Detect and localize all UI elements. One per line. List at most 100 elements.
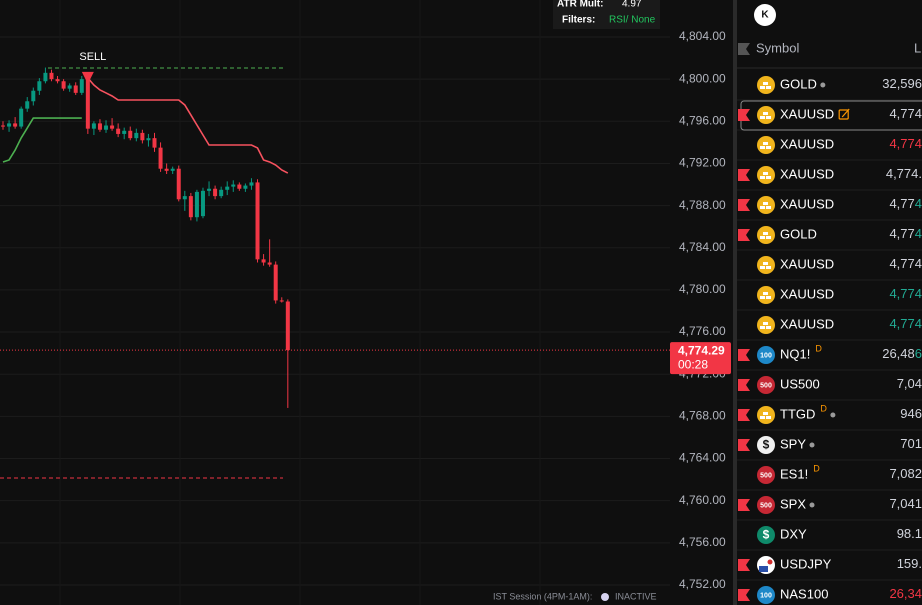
supertrend-line (87, 77, 289, 174)
candle-body (55, 79, 60, 82)
symbol-name[interactable]: DXY (780, 526, 807, 541)
candle-body (182, 196, 187, 200)
panel-key: Filters: (562, 15, 595, 26)
y-tick-label: 4,800.00 (679, 71, 726, 85)
session-icon (601, 593, 609, 601)
candle-body (140, 132, 145, 141)
row-flag (738, 439, 750, 451)
panel-value: 4.97 (622, 0, 642, 10)
candle-body (152, 138, 157, 148)
price-text: 7,04 (897, 376, 922, 391)
status-dot (830, 412, 836, 418)
gold-bar (766, 206, 771, 209)
profile-button[interactable] (754, 4, 776, 26)
candle-body (194, 191, 199, 218)
last-price: 26,486 (882, 346, 922, 361)
price-text: 701 (900, 436, 922, 451)
y-tick-label: 4,760.00 (679, 493, 726, 507)
last-price-box (670, 342, 731, 375)
row-flag (738, 349, 750, 361)
y-tick-label: 4,776.00 (679, 324, 726, 338)
candle-body (261, 259, 266, 263)
symbol-name[interactable]: XAUUSD (780, 286, 834, 301)
gold-bar (766, 296, 771, 299)
last-price: 4,774 (889, 106, 922, 121)
symbol-name[interactable]: SPY (780, 436, 806, 451)
price-tail: 4 (915, 226, 922, 241)
session-label: IST Session (4PM-1AM): (493, 591, 592, 601)
gold-bar (760, 176, 765, 179)
row-flag (738, 109, 750, 121)
price-text: 4,774 (889, 136, 922, 151)
edit-icon[interactable] (838, 109, 849, 120)
candle-body (188, 196, 193, 218)
symbol-icon (757, 376, 775, 394)
candle-body (67, 85, 72, 89)
column-header[interactable]: L (914, 40, 921, 55)
symbol-name[interactable]: TTGD (780, 406, 815, 421)
pane-separator (733, 0, 737, 605)
symbol-name[interactable]: GOLD (780, 76, 817, 91)
symbol-icon-label: 500 (760, 382, 772, 389)
candle-body (13, 123, 18, 127)
symbol-icon (757, 496, 775, 514)
candle-body (237, 184, 242, 189)
symbol-name[interactable]: XAUUSD (780, 256, 834, 271)
candle-body (170, 168, 175, 171)
symbol-name[interactable]: USDJPY (780, 556, 832, 571)
candle-body (104, 125, 109, 130)
symbol-name[interactable]: GOLD (780, 226, 817, 241)
symbol-name[interactable]: XAUUSD (780, 136, 834, 151)
row-flag (738, 409, 750, 421)
last-price: 4,774 (889, 196, 922, 211)
last-price: 4,774. (886, 166, 922, 181)
last-price: 98.1 (897, 526, 922, 541)
gold-bar (766, 266, 771, 269)
gold-bar (763, 232, 768, 235)
bar-countdown: 00:28 (678, 357, 708, 371)
session-state: INACTIVE (615, 591, 657, 601)
candle-body (122, 130, 127, 134)
candle-body (43, 72, 48, 82)
gold-bar (760, 206, 765, 209)
profile-button-label[interactable]: K (761, 10, 769, 21)
status-dot (809, 442, 815, 448)
signal-label: SELL (79, 51, 106, 63)
price-text: 4,77 (889, 226, 914, 241)
price-text: 159. (897, 556, 922, 571)
candle-body (285, 301, 290, 351)
gold-bar (760, 116, 765, 119)
symbol-name[interactable]: US500 (780, 376, 820, 391)
candle-body (97, 123, 102, 130)
gold-bar (763, 262, 768, 265)
symbol-name[interactable]: NQ1! (780, 346, 810, 361)
candle-body (116, 128, 121, 134)
candle-body (249, 182, 254, 186)
status-dot (820, 82, 826, 88)
symbol-badge: D (815, 343, 822, 353)
symbol-icon-label: 500 (760, 502, 772, 509)
last-price: 32,596 (882, 76, 922, 91)
price-text: 946 (900, 406, 922, 421)
symbol-icon (757, 526, 775, 544)
price-text: 4,774 (889, 316, 922, 331)
symbol-icon-label: $ (763, 528, 770, 542)
column-header[interactable]: Symbol (756, 40, 799, 55)
symbol-icon-label: 100 (760, 352, 772, 359)
candle-body (7, 123, 12, 127)
chart-pane: 4,804.00 4,800.00 4,796.00 4,792.00 4,788.00… (0, 0, 731, 602)
gold-bar (766, 416, 771, 419)
row-flag (738, 169, 750, 181)
symbol-name[interactable]: XAUUSD (780, 196, 834, 211)
panel-value: RSI/ None (609, 15, 656, 26)
symbol-name[interactable]: XAUUSD (780, 316, 834, 331)
symbol-name[interactable]: XAUUSD (780, 106, 834, 121)
symbol-name[interactable]: XAUUSD (780, 166, 834, 181)
gold-bar (766, 176, 771, 179)
symbol-name[interactable]: NAS100 (780, 586, 828, 601)
symbol-name[interactable]: SPX (780, 496, 806, 511)
symbol-name[interactable]: ES1! (780, 466, 808, 481)
gold-bar (766, 116, 771, 119)
